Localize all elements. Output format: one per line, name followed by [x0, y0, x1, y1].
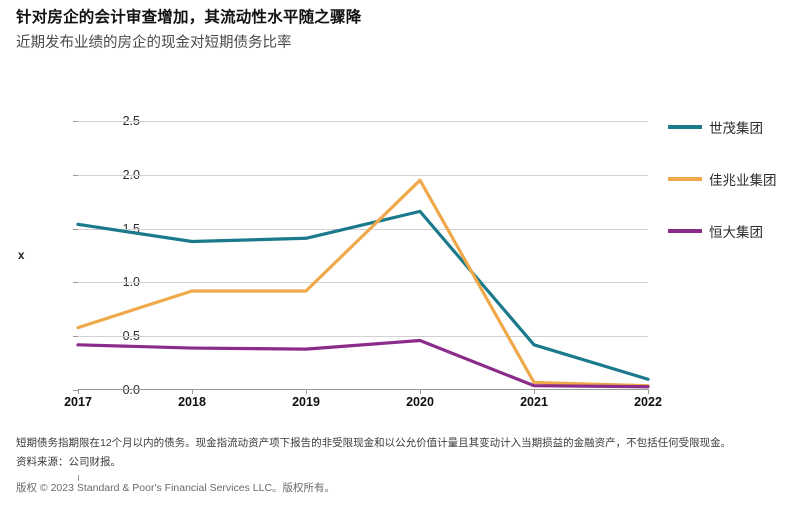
x-axis-tick-mark	[648, 389, 649, 394]
y-axis-tick-mark	[73, 174, 78, 176]
series-line	[76, 338, 650, 389]
legend-item-label: 佳兆业集团	[709, 173, 777, 188]
gridline	[78, 282, 648, 284]
y-axis-tick-mark	[73, 228, 78, 230]
y-axis-cap	[78, 475, 79, 481]
y-axis-tick-label: 0.0	[122, 383, 140, 397]
x-axis-tick-label: 2021	[520, 395, 548, 409]
x-axis-tick-label: 2022	[634, 395, 662, 409]
x-axis-tick-label: 2018	[178, 395, 206, 409]
page-subtitle: 近期发布业绩的房企的现金对短期债务比率	[16, 34, 292, 51]
chart-legend: 世茂集团佳兆业集团恒大集团	[668, 114, 798, 270]
series-line	[76, 209, 650, 381]
x-axis-tick-mark	[306, 389, 307, 394]
legend-item[interactable]: 佳兆业集团	[668, 166, 798, 192]
x-axis-tick-mark	[192, 389, 193, 394]
legend-color-swatch	[668, 229, 702, 233]
x-axis-tick-mark	[78, 389, 79, 394]
y-axis-tick-mark	[73, 121, 78, 122]
footnote-copyright: 版权 © 2023 Standard & Poor's Financial Se…	[16, 481, 336, 494]
legend-color-swatch	[668, 125, 702, 129]
x-axis-line	[78, 389, 648, 390]
chart-plot-wrapper: x 0.0 0.5 1.0 1.5 2.0 2.5 2017 2018 2019 2020 202…	[0, 95, 800, 481]
gridline	[78, 121, 648, 122]
y-axis-title: x	[18, 250, 25, 262]
gridline	[78, 174, 648, 176]
x-axis-tick-mark	[534, 389, 535, 394]
y-axis-tick-mark	[73, 282, 78, 284]
gridline	[78, 336, 648, 338]
legend-color-swatch	[668, 177, 702, 181]
legend-item[interactable]: 世茂集团	[668, 114, 798, 140]
gridline	[78, 228, 648, 230]
y-axis-tick-mark	[73, 390, 78, 391]
plot-area	[76, 121, 650, 390]
series-line	[76, 178, 650, 388]
chart-header: 针对房企的会计审查增加，其流动性水平随之骤降 近期发布业绩的房企的现金对短期债务…	[16, 8, 776, 53]
footnote-note: 短期债务指期限在12个月以内的债务。现金指流动资产项下报告的非受限现金和以公允价…	[16, 437, 732, 469]
x-axis-tick-label: 2020	[406, 395, 434, 409]
x-axis-tick-label: 2019	[292, 395, 320, 409]
chart-footnotes: 短期债务指期限在12个月以内的债务。现金指流动资产项下报告的非受限现金和以公允价…	[16, 434, 736, 498]
page-title: 针对房企的会计审查增加，其流动性水平随之骤降	[16, 9, 362, 26]
x-axis-tick-label: 2017	[64, 395, 92, 409]
legend-item-label: 恒大集团	[709, 225, 763, 240]
x-axis-tick-mark	[420, 389, 421, 394]
legend-item[interactable]: 恒大集团	[668, 218, 798, 244]
series-lines	[76, 178, 650, 389]
legend-item-label: 世茂集团	[709, 121, 763, 136]
y-axis-tick-mark	[73, 336, 78, 338]
